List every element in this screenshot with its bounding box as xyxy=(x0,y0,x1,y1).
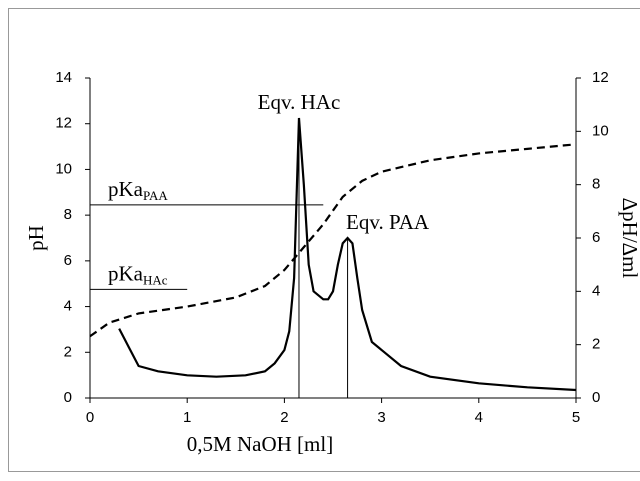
y-tick-label: 4 xyxy=(64,298,72,315)
y2-tick-label: 4 xyxy=(592,282,600,299)
y-tick-label: 2 xyxy=(64,343,72,360)
y-tick-label: 10 xyxy=(55,160,72,177)
y2-tick-label: 12 xyxy=(592,69,609,86)
pka-label: pKaHAc xyxy=(108,261,168,287)
y-tick-label: 8 xyxy=(64,206,72,223)
chart-frame xyxy=(8,8,640,472)
x-tick-label: 1 xyxy=(183,409,191,426)
y2-tick-label: 6 xyxy=(592,229,600,246)
derivative-curve xyxy=(118,117,577,392)
pka-label-main: pKa xyxy=(108,261,144,285)
y2-tick-label: 0 xyxy=(592,389,600,406)
x-axis-label: 0,5M NaOH [ml] xyxy=(187,432,333,456)
y-tick-label: 0 xyxy=(64,389,72,406)
x-tick-label: 4 xyxy=(475,409,483,426)
pka-label: pKaPAA xyxy=(108,177,168,203)
pka-label-subscript: PAA xyxy=(143,188,168,203)
ph-curve xyxy=(89,143,577,338)
y-tick-label: 14 xyxy=(55,69,72,86)
y2-tick-label: 8 xyxy=(592,176,600,193)
y-tick-label: 6 xyxy=(64,252,72,269)
equivalence-label: Eqv. HAc xyxy=(258,90,341,114)
y2-axis-label: ΔpH/Δml xyxy=(618,198,640,279)
x-tick-label: 5 xyxy=(572,409,580,426)
x-tick-label: 3 xyxy=(377,409,385,426)
equivalence-label: Eqv. PAA xyxy=(346,210,430,234)
pka-label-subscript: HAc xyxy=(143,272,168,287)
y2-tick-label: 10 xyxy=(592,122,609,139)
x-tick-label: 0 xyxy=(86,409,94,426)
y2-tick-label: 2 xyxy=(592,336,600,353)
y-axis-label: pH xyxy=(24,225,48,251)
x-tick-label: 2 xyxy=(280,409,288,426)
pka-label-main: pKa xyxy=(108,177,144,201)
y-tick-label: 12 xyxy=(55,115,72,132)
